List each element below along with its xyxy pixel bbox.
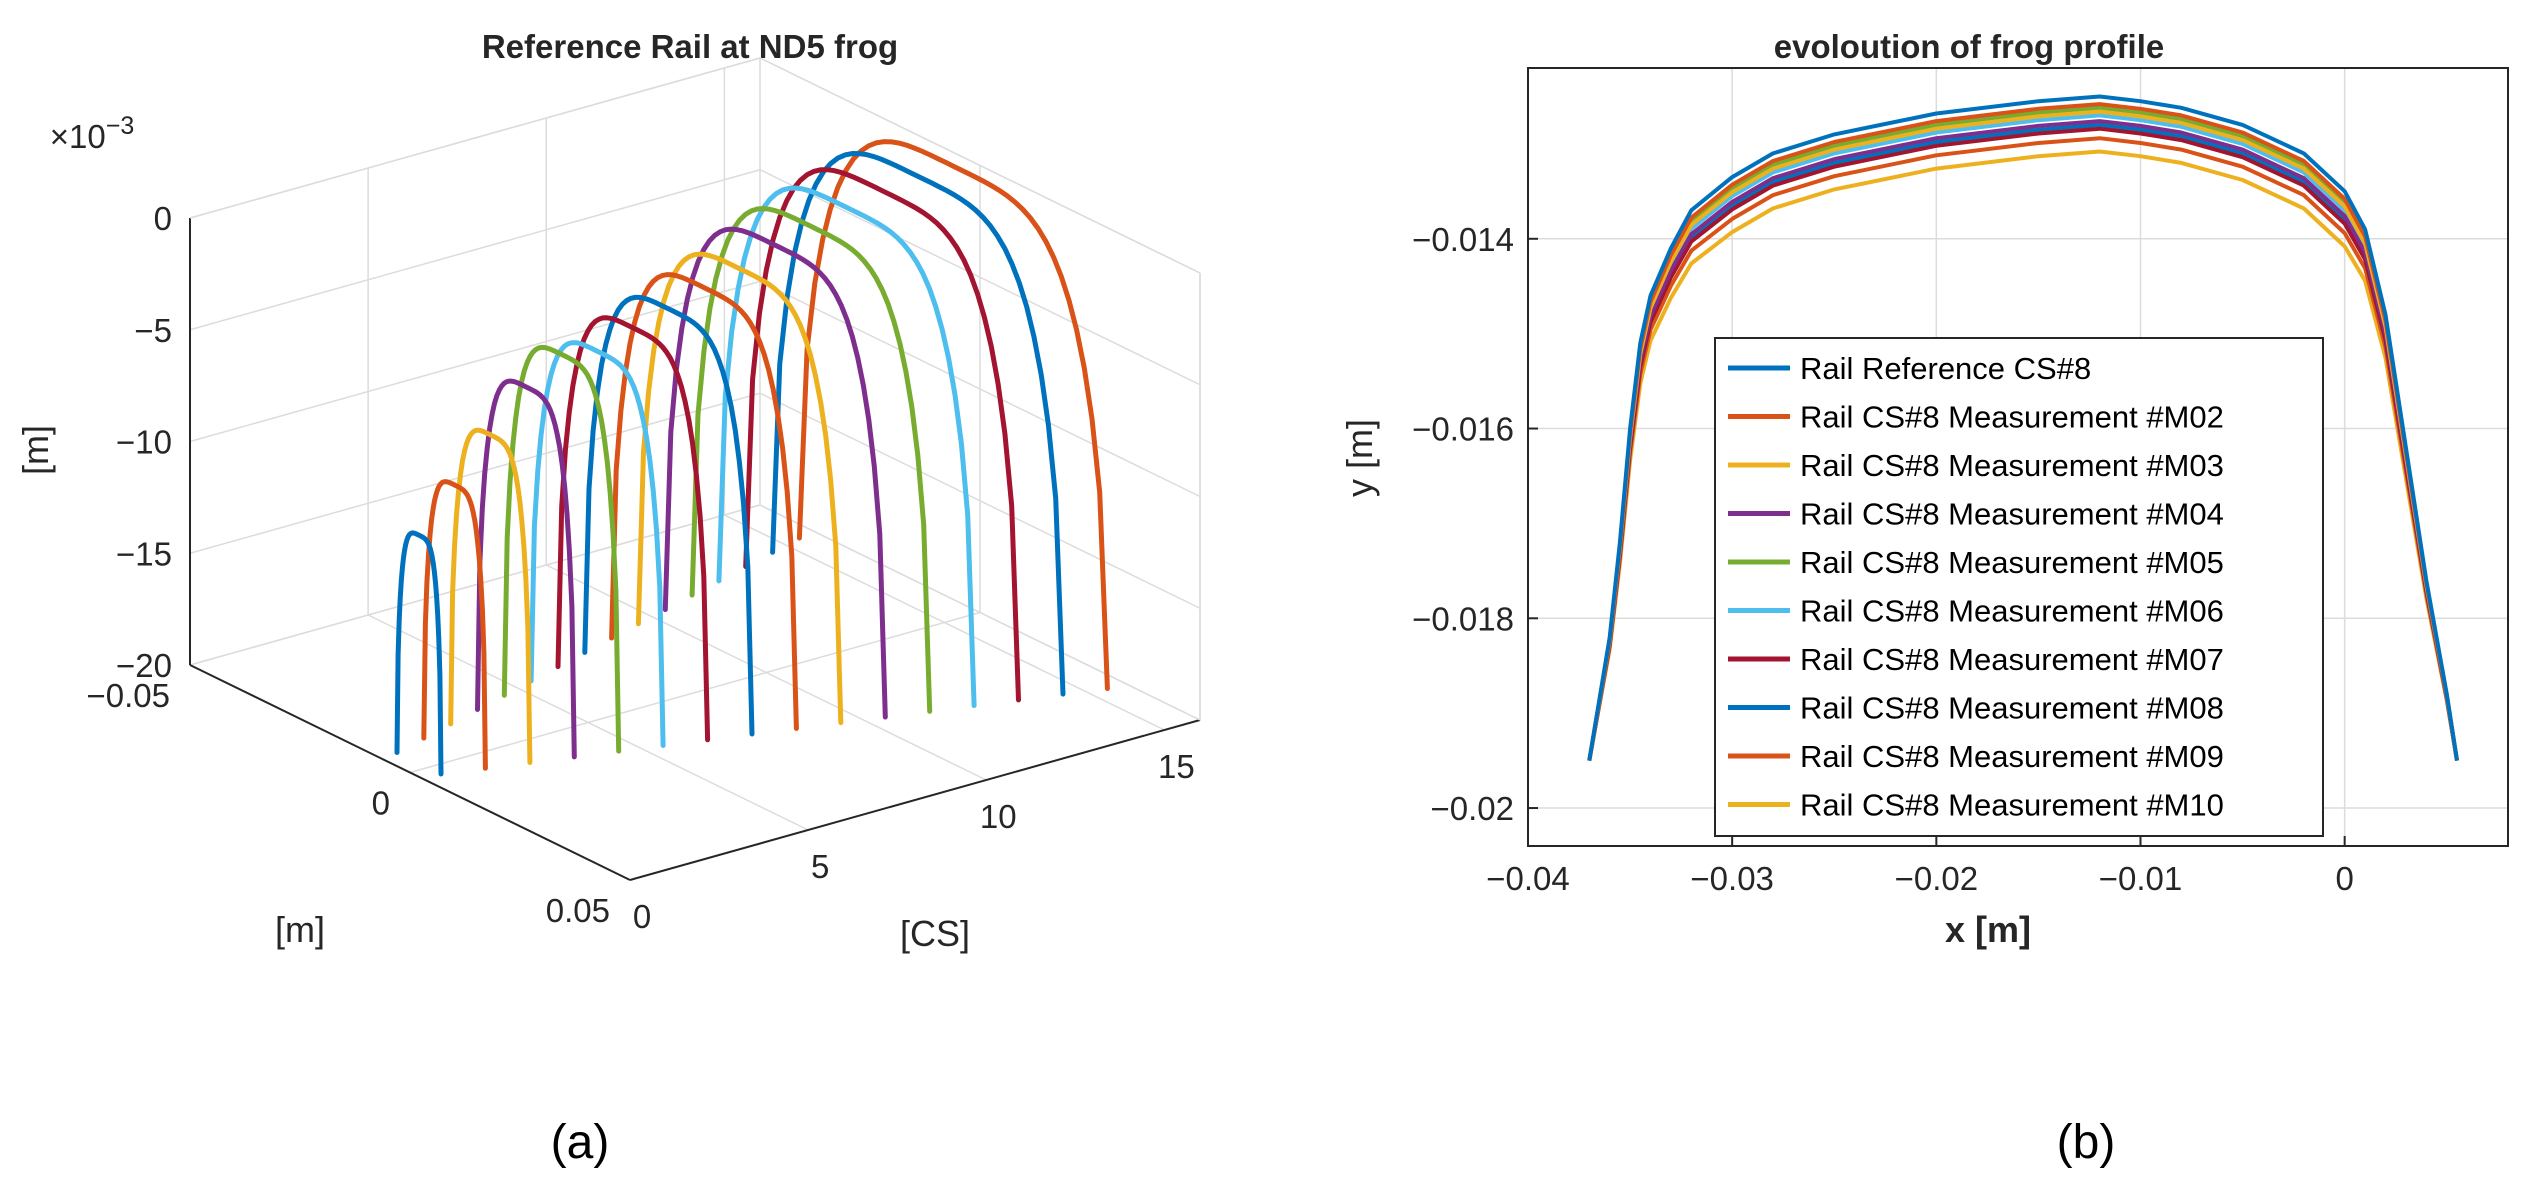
x-tick-label: −0.01 (2099, 860, 2183, 897)
legend-label: Rail CS#8 Measurement #M02 (1800, 400, 2224, 435)
y-tick-label: 0 (372, 785, 390, 822)
x-tick-label: −0.04 (1486, 860, 1570, 897)
grid-line (409, 611, 981, 774)
legend-label: Rail CS#8 Measurement #M06 (1800, 594, 2224, 629)
box-edge (759, 57, 1201, 274)
chart-b-ylabel: y [m] (1339, 419, 1380, 497)
y-tick-label: −0.018 (1412, 600, 1514, 637)
rail-profile-cs6 (528, 340, 666, 748)
chart-a-ylabel: [m] (275, 909, 325, 950)
rail-profile-cs5 (501, 344, 622, 754)
chart-a-exponent: ×10−3 (50, 112, 135, 155)
x-tick-label: −0.03 (1690, 860, 1774, 897)
chart-b-ticks: −0.04 −0.03 −0.02 −0.01 0 −0.014 −0.016 −0.018 −… (1412, 221, 2354, 897)
legend-label: Rail CS#8 Measurement #M07 (1800, 642, 2224, 677)
chart-b-curves (1587, 94, 2459, 761)
legend-label: Rail CS#8 Measurement #M10 (1800, 788, 2224, 823)
y-axis-line (189, 664, 631, 881)
legend-label: Rail Reference CS#8 (1800, 351, 2091, 386)
grid-line (189, 169, 761, 331)
legend-label: Rail CS#8 Measurement #M05 (1800, 545, 2224, 580)
z-tick-label: −20 (116, 647, 172, 684)
x-tick-label: 0 (2335, 860, 2353, 897)
chart-b-title: evoloution of frog profile (1774, 28, 2164, 65)
x-tick-label: 15 (1158, 748, 1195, 785)
rail-profile-cs16 (796, 139, 1110, 691)
legend-label: Rail CS#8 Measurement #M03 (1800, 448, 2224, 483)
chart-b-plot-frame (1527, 67, 2509, 847)
grid-line (189, 504, 761, 666)
chart-a-curves (394, 139, 1110, 777)
x-axis-line (629, 719, 1201, 881)
y-tick-label: 0.05 (546, 892, 610, 929)
legend-label: Rail CS#8 Measurement #M04 (1800, 497, 2224, 532)
exponent-base: ×10 (50, 118, 106, 155)
chart-3d-reference-rail: Reference Rail at ND5 frog 0−5−10−15−20−… (15, 28, 1201, 954)
grid-line (724, 514, 1165, 731)
grid-line (367, 614, 809, 831)
chart-a-title: Reference Rail at ND5 frog (482, 28, 898, 65)
chart-frog-profile-evolution: evoloution of frog profile −0.04 −0.03 −0.… (1339, 28, 2509, 950)
box-edge (189, 57, 761, 219)
y-tick-label: −0.014 (1412, 221, 1514, 258)
x-tick-label: −0.02 (1895, 860, 1979, 897)
rail-profile-cs1 (394, 530, 444, 777)
z-tick-label: −15 (116, 535, 172, 572)
panel-label-b: (b) (2057, 1116, 2116, 1169)
panel-label-a: (a) (551, 1116, 610, 1169)
exponent-power: −3 (106, 112, 135, 140)
chart-a-xlabel: [CS] (900, 913, 970, 954)
chart-a-zlabel: [m] (15, 425, 56, 475)
z-tick-label: −10 (116, 424, 172, 461)
y-tick-label: −0.02 (1431, 790, 1515, 827)
chart-a-ticks: 0 −5 −10 −15 −20−0.05 0 0.05 0 5 10 15 (87, 200, 1195, 935)
x-tick-label: 5 (811, 848, 829, 885)
rail-profile-cs4 (475, 378, 577, 760)
x-tick-label: 10 (980, 798, 1017, 835)
rail-profile-cs2 (421, 479, 488, 771)
rail-profile-cs10 (635, 251, 844, 726)
z-tick-label: 0 (154, 200, 172, 237)
rail-profile-cs14 (743, 167, 1021, 703)
legend-label: Rail CS#8 Measurement #M09 (1800, 739, 2224, 774)
grid-line (545, 564, 987, 781)
y-tick-label: −0.05 (87, 677, 171, 714)
legend-box (1714, 337, 2324, 837)
chart-b-legend: Rail Reference CS#8 Rail CS#8 Measurement… (1714, 337, 2324, 837)
y-tick-label: −0.016 (1412, 411, 1514, 448)
profile-line (1587, 94, 2459, 761)
legend-label: Rail CS#8 Measurement #M08 (1800, 691, 2224, 726)
rail-profile-cs3 (448, 427, 533, 765)
grid-line (189, 392, 761, 554)
rail-profile-cs12 (689, 206, 933, 714)
rail-profile-cs13 (716, 185, 977, 709)
chart-b-xlabel: x [m] (1945, 909, 2031, 950)
xlabel-text: x [m] (1945, 909, 2031, 950)
rail-profile-cs8 (582, 294, 755, 737)
x-tick-label: 0 (633, 898, 651, 935)
z-tick-label: −5 (134, 312, 172, 349)
rail-profile-cs15 (770, 150, 1066, 697)
